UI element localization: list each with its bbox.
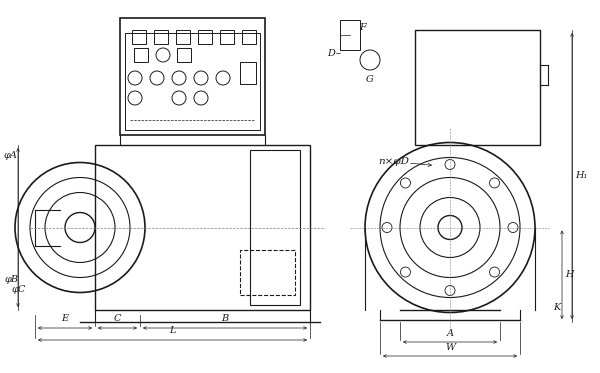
Text: H₁: H₁ bbox=[575, 172, 587, 181]
Text: C: C bbox=[114, 314, 121, 323]
Text: φA: φA bbox=[3, 150, 17, 160]
Bar bbox=[198, 30, 212, 44]
Bar bbox=[132, 30, 146, 44]
Text: L: L bbox=[169, 326, 176, 335]
Text: G: G bbox=[366, 75, 374, 85]
Bar bbox=[242, 30, 256, 44]
Text: φC: φC bbox=[12, 285, 26, 295]
Text: B: B bbox=[221, 314, 229, 323]
Bar bbox=[176, 30, 190, 44]
Bar bbox=[154, 30, 168, 44]
Bar bbox=[134, 48, 148, 62]
Bar bbox=[415, 30, 540, 145]
Bar bbox=[125, 33, 260, 130]
Bar bbox=[250, 150, 300, 305]
Bar bbox=[240, 250, 295, 295]
Bar bbox=[220, 30, 234, 44]
Bar bbox=[95, 145, 310, 310]
Text: A: A bbox=[446, 329, 454, 338]
Bar bbox=[340, 20, 360, 50]
Text: E: E bbox=[61, 314, 68, 323]
Text: W: W bbox=[445, 343, 455, 352]
Text: F: F bbox=[359, 23, 367, 32]
Text: K: K bbox=[553, 304, 560, 313]
Bar bbox=[120, 18, 265, 135]
Bar bbox=[240, 62, 256, 84]
Text: n×φD: n×φD bbox=[378, 157, 409, 166]
Bar bbox=[177, 48, 191, 62]
Text: D: D bbox=[327, 48, 335, 57]
Text: φB: φB bbox=[5, 276, 19, 285]
Text: H: H bbox=[565, 270, 574, 279]
